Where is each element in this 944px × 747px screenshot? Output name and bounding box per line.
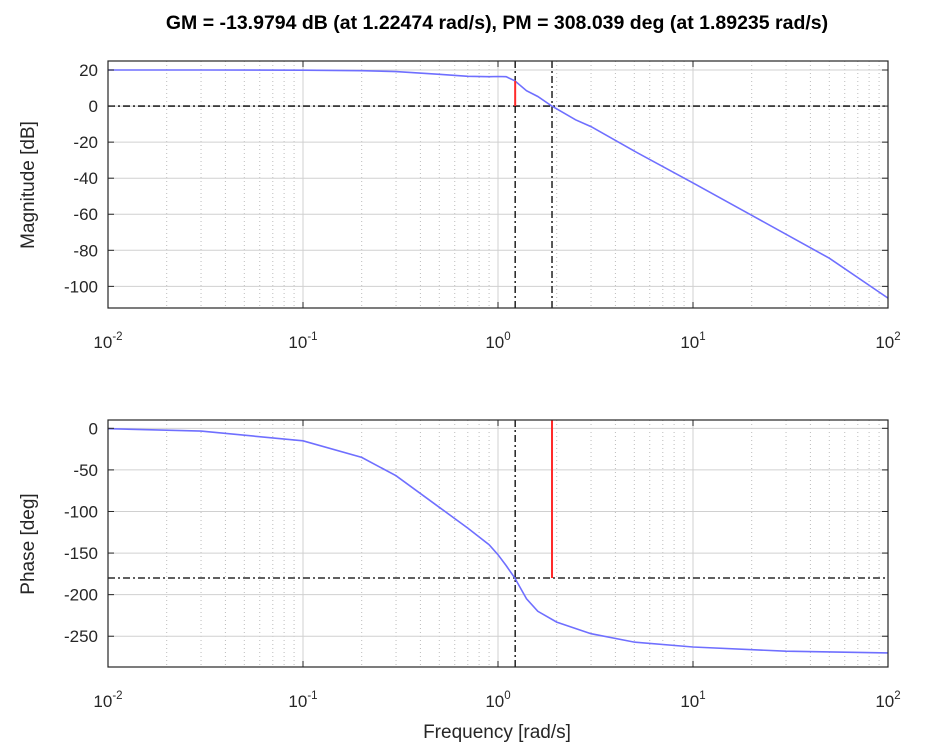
x-tick-label: 100 xyxy=(485,690,510,711)
x-tick-exponent: 2 xyxy=(894,331,900,343)
frequency-xlabel: Frequency [rad/s] xyxy=(423,722,571,743)
x-tick-label: 100 xyxy=(485,331,510,352)
x-tick-base: 10 xyxy=(680,333,699,352)
response-curve xyxy=(108,69,889,299)
y-tick-label: 0 xyxy=(89,97,98,116)
response-curve xyxy=(107,427,889,654)
y-tick-label: -200 xyxy=(64,586,98,605)
y-tick-label: -80 xyxy=(73,241,98,260)
x-tick-base: 10 xyxy=(485,333,504,352)
x-tick-label: 10-1 xyxy=(288,331,317,352)
y-tick-label: -60 xyxy=(73,205,98,224)
x-tick-exponent: -2 xyxy=(112,690,122,702)
y-tick-label: -50 xyxy=(73,461,98,480)
x-tick-label: 101 xyxy=(680,331,705,352)
y-tick-label: -20 xyxy=(73,133,98,152)
x-tick-base: 10 xyxy=(288,333,307,352)
x-tick-base: 10 xyxy=(93,333,112,352)
x-tick-exponent: -2 xyxy=(112,331,122,343)
x-tick-exponent: 0 xyxy=(504,690,510,702)
x-tick-exponent: 0 xyxy=(504,331,510,343)
phase-ylabel: Phase [deg] xyxy=(18,493,39,594)
x-tick-label: 102 xyxy=(875,331,900,352)
x-tick-base: 10 xyxy=(680,692,699,711)
x-tick-exponent: -1 xyxy=(307,690,317,702)
x-tick-base: 10 xyxy=(485,692,504,711)
x-tick-exponent: 2 xyxy=(894,690,900,702)
y-tick-label: -150 xyxy=(64,544,98,563)
x-tick-exponent: -1 xyxy=(307,331,317,343)
x-tick-exponent: 1 xyxy=(699,331,705,343)
x-tick-exponent: 1 xyxy=(699,690,705,702)
y-tick-label: 0 xyxy=(89,419,98,438)
x-tick-base: 10 xyxy=(875,333,894,352)
y-tick-label: -100 xyxy=(64,502,98,521)
x-tick-label: 10-2 xyxy=(93,331,122,352)
x-tick-label: 10-2 xyxy=(93,690,122,711)
figure-title: GM = -13.9794 dB (at 1.22474 rad/s), PM … xyxy=(166,12,828,34)
x-tick-base: 10 xyxy=(93,692,112,711)
y-tick-label: -250 xyxy=(64,627,98,646)
x-tick-base: 10 xyxy=(875,692,894,711)
y-tick-label: -100 xyxy=(64,277,98,296)
x-tick-label: 102 xyxy=(875,690,900,711)
x-tick-label: 10-1 xyxy=(288,690,317,711)
y-tick-label: -40 xyxy=(73,169,98,188)
x-tick-label: 101 xyxy=(680,690,705,711)
y-tick-label: 20 xyxy=(79,61,98,80)
x-tick-base: 10 xyxy=(288,692,307,711)
magnitude-ylabel: Magnitude [dB] xyxy=(18,121,39,249)
